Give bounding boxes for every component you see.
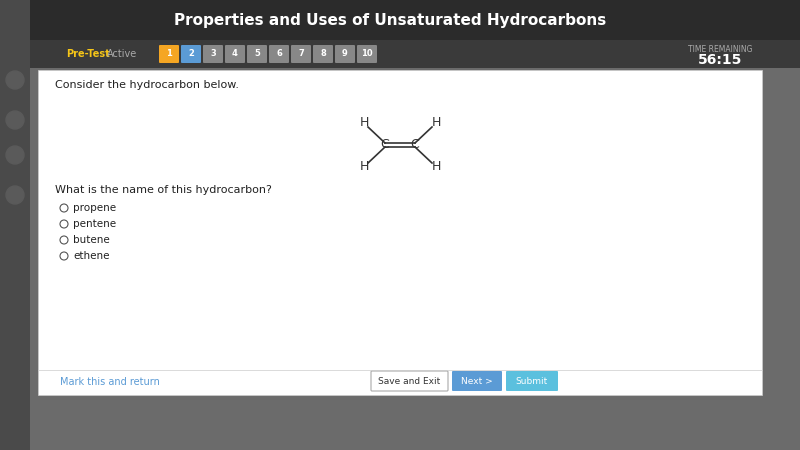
Text: H: H	[359, 117, 369, 130]
Text: H: H	[359, 161, 369, 174]
Circle shape	[6, 111, 24, 129]
Text: C: C	[381, 139, 390, 152]
Text: 5: 5	[254, 50, 260, 58]
Text: TIME REMAINING: TIME REMAINING	[688, 45, 752, 54]
Text: Pre-Test: Pre-Test	[66, 49, 110, 59]
Text: 8: 8	[320, 50, 326, 58]
FancyBboxPatch shape	[269, 45, 289, 63]
Text: Consider the hydrocarbon below.: Consider the hydrocarbon below.	[55, 80, 239, 90]
Text: 1: 1	[166, 50, 172, 58]
Text: 3: 3	[210, 50, 216, 58]
FancyBboxPatch shape	[357, 45, 377, 63]
Text: Save and Exit: Save and Exit	[378, 377, 440, 386]
Text: Mark this and return: Mark this and return	[60, 377, 160, 387]
Text: Active: Active	[107, 49, 137, 59]
FancyBboxPatch shape	[225, 45, 245, 63]
FancyBboxPatch shape	[203, 45, 223, 63]
Text: 10: 10	[361, 50, 373, 58]
Circle shape	[6, 186, 24, 204]
FancyBboxPatch shape	[181, 45, 201, 63]
FancyBboxPatch shape	[247, 45, 267, 63]
Text: Properties and Uses of Unsaturated Hydrocarbons: Properties and Uses of Unsaturated Hydro…	[174, 13, 606, 27]
FancyBboxPatch shape	[0, 0, 30, 450]
Circle shape	[6, 71, 24, 89]
FancyBboxPatch shape	[159, 45, 179, 63]
Text: 6: 6	[276, 50, 282, 58]
Text: Next >: Next >	[461, 377, 493, 386]
Text: butene: butene	[73, 235, 110, 245]
Text: pentene: pentene	[73, 219, 116, 229]
FancyBboxPatch shape	[30, 40, 800, 68]
Text: 2: 2	[188, 50, 194, 58]
FancyBboxPatch shape	[30, 0, 800, 40]
FancyBboxPatch shape	[291, 45, 311, 63]
Circle shape	[6, 146, 24, 164]
Text: 7: 7	[298, 50, 304, 58]
FancyBboxPatch shape	[335, 45, 355, 63]
FancyBboxPatch shape	[371, 371, 448, 391]
FancyBboxPatch shape	[313, 45, 333, 63]
Text: What is the name of this hydrocarbon?: What is the name of this hydrocarbon?	[55, 185, 272, 195]
Text: propene: propene	[73, 203, 116, 213]
Text: Submit: Submit	[516, 377, 548, 386]
FancyBboxPatch shape	[506, 371, 558, 391]
Text: 9: 9	[342, 50, 348, 58]
Text: 4: 4	[232, 50, 238, 58]
Text: H: H	[431, 161, 441, 174]
FancyBboxPatch shape	[452, 371, 502, 391]
Text: H: H	[431, 117, 441, 130]
Text: ethene: ethene	[73, 251, 110, 261]
FancyBboxPatch shape	[38, 70, 762, 395]
Text: C: C	[410, 139, 419, 152]
Text: 56:15: 56:15	[698, 53, 742, 67]
